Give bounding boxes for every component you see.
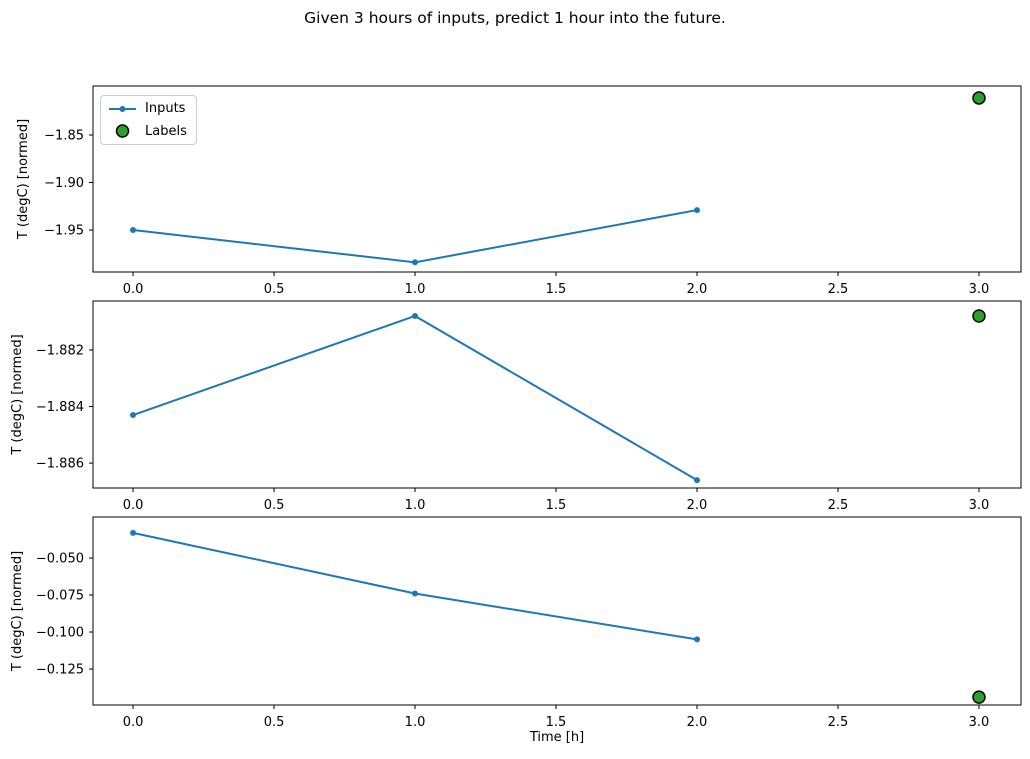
labels-circle-icon	[115, 124, 130, 138]
inputs-point	[694, 207, 701, 214]
x-tick-label: 1.5	[546, 498, 567, 513]
x-tick-label: 1.5	[546, 282, 567, 297]
x-tick-label: 2.5	[828, 498, 849, 513]
x-tick-label: 2.5	[828, 715, 849, 730]
x-tick-label: 1.0	[405, 498, 426, 513]
subplot-3-inputs-line	[132, 531, 698, 641]
subplot-2-labels-point	[972, 309, 986, 323]
x-tick-label: 0.5	[264, 715, 285, 730]
x-tick-label: 1.0	[405, 715, 426, 730]
legend: Inputs Labels	[100, 95, 197, 145]
x-tick-label: 2.5	[828, 282, 849, 297]
inputs-point	[412, 590, 419, 597]
y-tick-label: −1.884	[36, 400, 84, 415]
x-tick-label: 2.0	[687, 498, 708, 513]
x-axis-label: Time [h]	[529, 730, 585, 745]
inputs-point	[130, 529, 137, 536]
subplot-1-inputs-line	[132, 209, 698, 264]
inputs-point	[694, 636, 701, 643]
y-tick-label: −1.886	[36, 457, 84, 472]
y-tick-label: −1.85	[44, 129, 84, 144]
subplot-2-frame	[92, 300, 1022, 489]
x-tick-label: 0.0	[123, 498, 144, 513]
subplot-3-labels-point	[972, 690, 986, 704]
x-tick-label: 0.5	[264, 498, 285, 513]
x-tick-label: 0.5	[264, 282, 285, 297]
x-tick-label: 0.0	[123, 715, 144, 730]
figure-title: Given 3 hours of inputs, predict 1 hour …	[304, 9, 726, 27]
x-tick-label: 1.5	[546, 715, 567, 730]
inputs-point	[412, 259, 419, 266]
subplot-3-ylabel: T (degC) [normed]	[10, 551, 25, 672]
y-tick-label: −1.882	[36, 343, 84, 358]
inputs-point	[130, 412, 137, 419]
x-tick-label: 2.0	[687, 282, 708, 297]
legend-item-inputs: Inputs	[109, 101, 188, 116]
x-tick-label: 3.0	[969, 282, 990, 297]
x-tick-label: 3.0	[969, 715, 990, 730]
x-tick-label: 1.0	[405, 282, 426, 297]
y-tick-label: −0.125	[36, 663, 84, 678]
x-tick-label: 2.0	[687, 715, 708, 730]
inputs-point	[130, 227, 137, 234]
subplot-2-inputs-line	[132, 314, 698, 481]
y-tick-label: −1.95	[44, 224, 84, 239]
y-tick-label: −0.100	[36, 626, 84, 641]
y-tick-label: −0.050	[36, 552, 84, 567]
inputs-line-icon	[109, 105, 136, 112]
subplot-1-labels-point	[972, 91, 986, 105]
subplot-2-ylabel: T (degC) [normed]	[10, 334, 25, 455]
legend-item-labels: Labels	[109, 123, 188, 139]
subplot-1-frame	[92, 85, 1022, 273]
legend-inputs-label: Inputs	[145, 101, 186, 116]
y-tick-label: −1.90	[44, 176, 84, 191]
x-tick-label: 0.0	[123, 282, 144, 297]
subplot-3-frame	[92, 516, 1022, 706]
y-tick-label: −0.075	[36, 589, 84, 604]
subplot-1-ylabel: T (degC) [normed]	[16, 119, 31, 240]
legend-labels-label: Labels	[145, 123, 187, 139]
inputs-point	[694, 477, 701, 484]
x-tick-label: 3.0	[969, 498, 990, 513]
inputs-point	[412, 312, 419, 319]
